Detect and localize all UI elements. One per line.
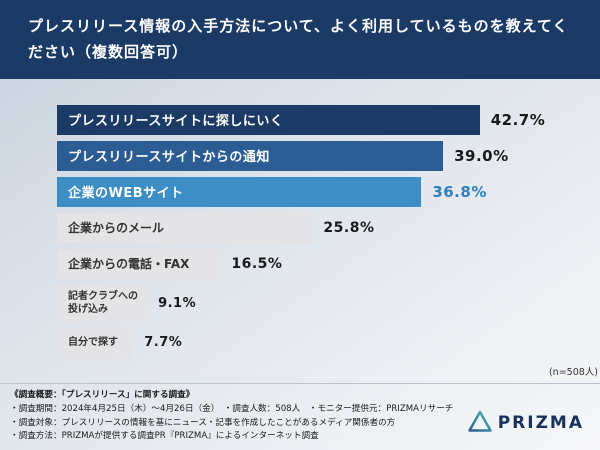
- bar: プレスリリースサイトからの通知: [57, 140, 444, 171]
- prizma-logo-text: PRIZMA: [497, 413, 584, 433]
- bar-row: 企業のWEBサイト 36.8%: [57, 176, 600, 207]
- survey-target-line: ・調査対象：プレスリリースの情報を基にニュース・記事を作成したことがあるメディア…: [10, 417, 396, 428]
- bar-row: 記者クラブへの投げ込み 9.1%: [57, 284, 600, 322]
- survey-question-text: プレスリリース情報の入手方法について、よく利用しているものを教えてください（複数…: [28, 17, 569, 62]
- prizma-logo: PRIZMA: [468, 410, 584, 436]
- bar: 記者クラブへの投げ込み: [57, 284, 148, 322]
- survey-overview-line: 《調査概要：「プレスリリース」に関する調査》: [10, 390, 195, 400]
- bar-category-label: 企業からの電話・FAX: [68, 257, 190, 271]
- bar-value-label: 9.1%: [158, 295, 197, 311]
- survey-question-banner: プレスリリース情報の入手方法について、よく利用しているものを教えてください（複数…: [0, 0, 600, 79]
- bar: 企業のWEBサイト: [57, 176, 422, 207]
- bar-category-label: 記者クラブへの投げ込み: [68, 290, 138, 316]
- bar-value-label: 25.8%: [323, 219, 375, 236]
- bar-value-label: 42.7%: [490, 110, 546, 129]
- bar-value-label: 7.7%: [144, 335, 183, 350]
- bar-row: 企業からの電話・FAX 16.5%: [57, 248, 600, 279]
- bar-category-label: プレスリリースサイトに探しにいく: [68, 114, 284, 129]
- bar: プレスリリースサイトに探しにいく: [57, 104, 480, 135]
- bar-category-label: 企業からのメール: [68, 221, 165, 235]
- survey-details: 《調査概要：「プレスリリース」に関する調査》 ・調査期間：2024年4月25日（…: [10, 389, 453, 444]
- bar-row: プレスリリースサイトからの通知 39.0%: [57, 140, 600, 171]
- prizma-triangle-icon: [468, 410, 492, 436]
- bar: 自分で探す: [57, 327, 134, 358]
- sample-size-label: (n=508人): [548, 366, 598, 378]
- bar-value-label: 16.5%: [231, 255, 283, 272]
- bar: 企業からの電話・FAX: [57, 248, 221, 279]
- bar-category-label: プレスリリースサイトからの通知: [68, 150, 270, 165]
- bar-category-label: 自分で探す: [68, 336, 118, 348]
- bar-row: 企業からのメール 25.8%: [57, 212, 600, 243]
- bar-chart: プレスリリースサイトに探しにいく 42.7% プレスリリースサイトからの通知 39.0…: [57, 104, 600, 378]
- bar-row: 自分で探す 7.7%: [57, 327, 600, 358]
- survey-method-line: ・調査方法：PRIZMAが提供する調査PR『PRIZMA』によるインターネット調…: [10, 431, 319, 442]
- bar: 企業からのメール: [57, 212, 313, 243]
- bar-category-label: 企業のWEBサイト: [68, 186, 184, 201]
- bar-value-label: 39.0%: [454, 146, 509, 165]
- bar-row: プレスリリースサイトに探しにいく 42.7%: [57, 104, 600, 135]
- footer-divider: [0, 383, 600, 384]
- bar-value-label: 36.8%: [432, 182, 487, 201]
- survey-period-line: ・調査期間：2024年4月25日（木）〜4月26日（金） ・調査人数：508人 …: [10, 403, 454, 414]
